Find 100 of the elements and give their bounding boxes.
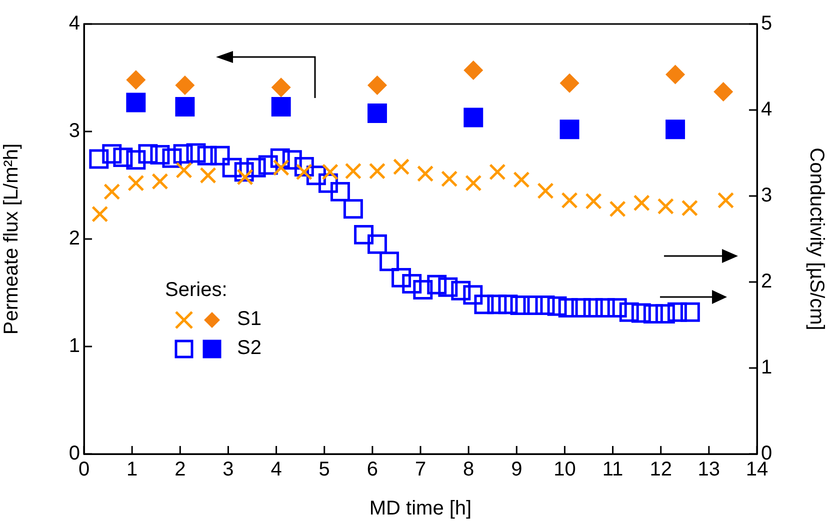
y-tick-label: 0 [68, 442, 80, 465]
point [113, 148, 133, 168]
x-tick-label: 5 [318, 458, 330, 481]
point [619, 302, 639, 322]
point [330, 182, 350, 202]
point [487, 294, 507, 314]
point [152, 173, 168, 190]
point [402, 274, 422, 294]
y2-axis-title: Conductivity [µS/cm] [805, 148, 828, 330]
point [197, 146, 217, 166]
point [717, 192, 734, 209]
point [380, 252, 399, 272]
y2-tick-label: 1 [761, 356, 772, 379]
point [489, 164, 506, 180]
point [104, 183, 120, 200]
point [222, 158, 242, 178]
point [89, 149, 109, 169]
point [537, 182, 554, 200]
point [438, 277, 458, 297]
x-tick-label: 11 [602, 458, 624, 481]
point [413, 280, 433, 300]
point [416, 165, 434, 182]
x-tick-label: 8 [463, 458, 474, 481]
point [296, 164, 312, 180]
y-axis-title: Permeate flux [L/m²h] [0, 143, 23, 335]
x-tick-label: 3 [222, 458, 234, 481]
x-tick-label: 13 [698, 458, 720, 481]
y-tick-label: 3 [68, 120, 80, 142]
point [535, 295, 555, 315]
x-tick-label: 12 [650, 458, 672, 481]
x-tick-label: 2 [174, 458, 186, 481]
point [561, 192, 578, 209]
point [714, 82, 733, 101]
point [392, 268, 412, 288]
point [609, 200, 626, 218]
legend-label: S1 [237, 307, 262, 332]
point [510, 295, 530, 315]
y-tick-label: 4 [68, 12, 80, 35]
point [583, 298, 603, 318]
point [126, 150, 146, 170]
point [560, 74, 579, 92]
x-tick-label: 7 [414, 458, 426, 481]
point [451, 280, 471, 300]
point [173, 144, 193, 164]
point [463, 285, 483, 305]
point [631, 303, 651, 323]
point [272, 159, 290, 176]
point [464, 108, 484, 128]
point [666, 120, 686, 140]
point [558, 298, 578, 318]
point [175, 97, 195, 117]
point [368, 234, 387, 254]
point [585, 192, 602, 210]
point [547, 296, 567, 316]
y2-tick-label: 3 [761, 184, 772, 207]
point [150, 144, 170, 164]
point [368, 76, 386, 95]
legend-title: Series: [165, 278, 228, 303]
point [270, 148, 290, 168]
legend-label: S2 [237, 336, 262, 361]
point [176, 76, 194, 95]
point [666, 65, 685, 84]
point [322, 164, 338, 180]
y2-tick-label: 4 [761, 98, 772, 121]
y-tick-label: 1 [68, 335, 80, 358]
point [681, 200, 698, 216]
point [210, 146, 230, 166]
point [607, 298, 627, 318]
point [633, 194, 650, 212]
y2-tick-label: 2 [761, 270, 772, 293]
point [523, 295, 543, 315]
point [176, 162, 192, 179]
point [126, 70, 146, 90]
x-tick-label: 1 [126, 458, 138, 481]
point [186, 143, 206, 163]
point [200, 167, 216, 184]
point [234, 162, 254, 182]
point [643, 304, 663, 324]
point [354, 224, 374, 244]
point [126, 92, 146, 112]
point [368, 103, 387, 123]
point [680, 302, 700, 322]
point [368, 162, 386, 180]
point [655, 304, 675, 324]
x-tick-label: 9 [511, 458, 522, 481]
point [92, 206, 108, 222]
point [667, 302, 687, 322]
point [138, 144, 158, 164]
point [498, 294, 518, 314]
point [246, 158, 266, 178]
point [441, 170, 458, 188]
point [464, 60, 483, 80]
y2-tick-label: 5 [761, 12, 772, 35]
point [513, 171, 530, 188]
y-tick-label: 2 [68, 228, 80, 250]
point [128, 174, 144, 192]
point [392, 158, 410, 176]
point [344, 162, 362, 180]
point [560, 120, 580, 140]
point [465, 174, 482, 192]
